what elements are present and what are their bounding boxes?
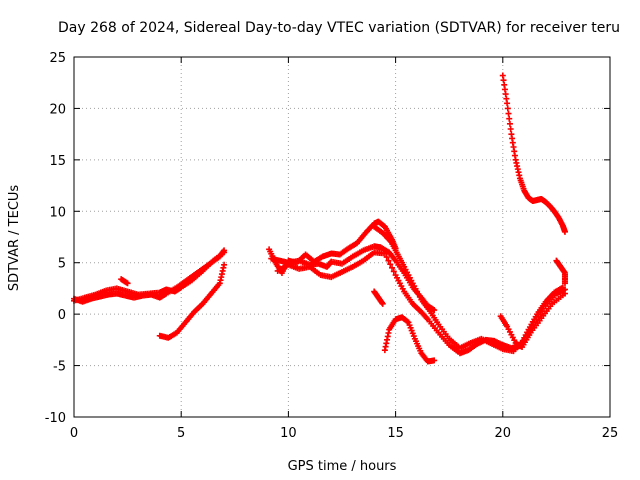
y-tick-label: 5 bbox=[58, 257, 66, 272]
y-axis-label: SDTVAR / TECUs bbox=[7, 185, 22, 292]
y-tick-label: 0 bbox=[58, 308, 66, 323]
data-point bbox=[506, 120, 513, 127]
plot-frame bbox=[73, 56, 611, 418]
series-track-2 bbox=[71, 249, 228, 304]
series-track-10 bbox=[381, 314, 438, 365]
y-tick-label: 10 bbox=[49, 205, 66, 220]
data-point bbox=[383, 254, 390, 261]
y-tick-label: 25 bbox=[49, 51, 66, 66]
data-point bbox=[379, 300, 386, 307]
data-point bbox=[390, 268, 397, 275]
data-point bbox=[385, 257, 392, 264]
ticks: 0 5 10 15 20 25 -10 -5 0 5 10 15 20 25 bbox=[45, 51, 619, 441]
series-track-12 bbox=[553, 257, 568, 287]
data-points bbox=[71, 72, 568, 365]
x-tick-label: 20 bbox=[495, 426, 512, 441]
data-point bbox=[561, 280, 568, 287]
data-point bbox=[561, 290, 568, 297]
series-track-3 bbox=[118, 276, 131, 287]
x-tick-label: 5 bbox=[177, 426, 185, 441]
x-tick-label: 10 bbox=[280, 426, 297, 441]
series-track-11 bbox=[499, 72, 568, 235]
data-point bbox=[431, 307, 438, 314]
chart-title: Day 268 of 2024, Sidereal Day-to-day VTE… bbox=[58, 20, 620, 36]
grid bbox=[74, 57, 610, 417]
data-point bbox=[504, 105, 511, 112]
data-point bbox=[561, 228, 568, 235]
series-track-8 bbox=[371, 223, 568, 355]
x-tick-label: 15 bbox=[387, 426, 404, 441]
data-point bbox=[506, 115, 513, 122]
data-point bbox=[505, 110, 512, 117]
y-tick-label: 20 bbox=[49, 102, 66, 117]
series-track-4 bbox=[156, 261, 228, 341]
x-tick-label: 0 bbox=[70, 426, 78, 441]
y-tick-label: 15 bbox=[49, 154, 66, 169]
data-point bbox=[431, 357, 438, 364]
data-point bbox=[423, 315, 430, 322]
series-track-13 bbox=[497, 290, 568, 351]
data-point bbox=[507, 126, 514, 132]
y-tick-label: -5 bbox=[53, 360, 66, 375]
x-axis-label: GPS time / hours bbox=[288, 459, 397, 474]
data-point bbox=[389, 264, 396, 271]
data-point bbox=[381, 250, 388, 257]
data-point bbox=[404, 318, 411, 325]
y-tick-label: -10 bbox=[45, 411, 66, 426]
data-point bbox=[221, 249, 228, 256]
x-tick-label: 25 bbox=[602, 426, 619, 441]
data-point bbox=[221, 261, 228, 268]
data-point bbox=[124, 280, 131, 287]
series-track-9 bbox=[371, 288, 386, 307]
data-point bbox=[387, 261, 394, 268]
data-point bbox=[504, 100, 511, 107]
